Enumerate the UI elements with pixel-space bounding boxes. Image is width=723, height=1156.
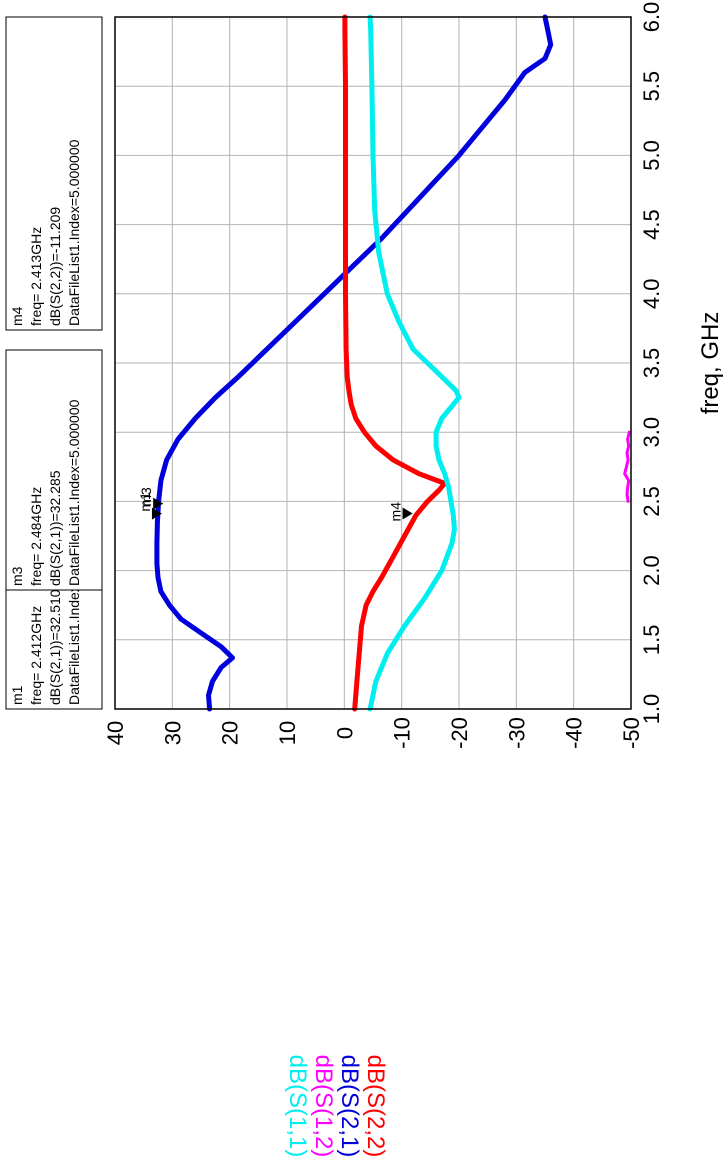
x-axis-title: freq, GHz <box>697 312 723 415</box>
x-tick-label-2: 2.0 <box>639 555 664 586</box>
y-tick-label-4: 0 <box>332 727 357 739</box>
x-tick-label-1: 1.5 <box>639 625 664 656</box>
y-tick-label-2: 20 <box>218 721 243 745</box>
readout-line-m1-0: m1 <box>9 685 25 705</box>
marker-triangle-m4 <box>402 507 413 520</box>
x-tick-label-3: 2.5 <box>639 486 664 517</box>
x-tick-label-9: 5.5 <box>639 71 664 102</box>
series-layer <box>154 14 631 712</box>
series-line-1 <box>342 14 448 712</box>
marker-id-m4: m4 <box>388 502 404 522</box>
y-tick-label-3: 10 <box>275 721 300 745</box>
marker-triangle-m3 <box>153 497 164 510</box>
readout-line-m4-2: dB(S(2,2))=-11.209 <box>47 207 63 326</box>
ylabel-entry-2: dB(S(1,2)) <box>310 1055 337 1156</box>
ylabel-entry-3: dB(S(1,1)) <box>284 1055 311 1156</box>
readout-line-m1-2: dB(S(2,1))=32.510 <box>47 589 63 705</box>
y-tick-label-7: -30 <box>504 717 529 749</box>
plot-frame <box>114 16 632 710</box>
series-line-2 <box>367 14 462 712</box>
series-line-3 <box>623 430 631 503</box>
y-tick-label-0: 40 <box>103 721 128 745</box>
x-tick-label-6: 4.0 <box>639 279 664 310</box>
ylabel-entry-0: dB(S(2,2)) <box>362 1055 389 1156</box>
readout-line-m3-2: dB(S(2,1))=32.285 <box>47 470 63 586</box>
x-tick-label-8: 5.0 <box>639 140 664 171</box>
marker-readouts: m1 freq= 2.412GHz dB(S(2,1))=32.510 DataFil… <box>5 16 103 710</box>
readout-line-m3-0: m3 <box>9 566 25 586</box>
readout-box-m4 <box>5 16 103 331</box>
series-line-0 <box>154 14 554 712</box>
y-tick-label-8: -40 <box>562 717 587 749</box>
readout-line-m4-1: freq= 2.413GHz <box>28 227 44 326</box>
marker-triangle-m1 <box>151 507 162 520</box>
readout-line-m4-3: DataFileList1.Index=5.000000 <box>66 139 82 326</box>
x-tick-label-4: 3.0 <box>639 417 664 448</box>
x-tick-label-10: 6.0 <box>639 2 664 33</box>
marker-id-m1: m1 <box>137 492 153 512</box>
readout-line-m3-1: freq= 2.484GHz <box>28 487 44 586</box>
y-tick-label-5: -10 <box>390 717 415 749</box>
ylabel-entry-1: dB(S(2,1)) <box>336 1055 363 1156</box>
readout-box-m3 <box>5 349 103 591</box>
y-tick-label-6: -20 <box>447 717 472 749</box>
y-axis-title: dB(S(2,2))dB(S(2,1))dB(S(1,2))dB(S(1,1)) <box>284 1055 389 1156</box>
readout-line-m3-3: DataFileList1.Index=5.000000 <box>66 399 82 586</box>
x-tick-label-5: 3.5 <box>639 348 664 379</box>
tick-labels: 40 30 20 10 0 -10 -20 -30 -40 -501.0 1.5 2.0 2.5 3.0 3… <box>103 2 664 749</box>
y-tick-label-9: -50 <box>619 717 644 749</box>
x-tick-label-7: 4.5 <box>639 209 664 240</box>
readout-line-m1-1: freq= 2.412GHz <box>28 606 44 705</box>
readout-box-m1 <box>5 589 103 710</box>
x-tick-label-0: 1.0 <box>639 694 664 725</box>
marker-id-m3: m3 <box>138 487 154 507</box>
y-tick-label-1: 30 <box>160 721 185 745</box>
readout-line-m4-0: m4 <box>9 306 25 326</box>
